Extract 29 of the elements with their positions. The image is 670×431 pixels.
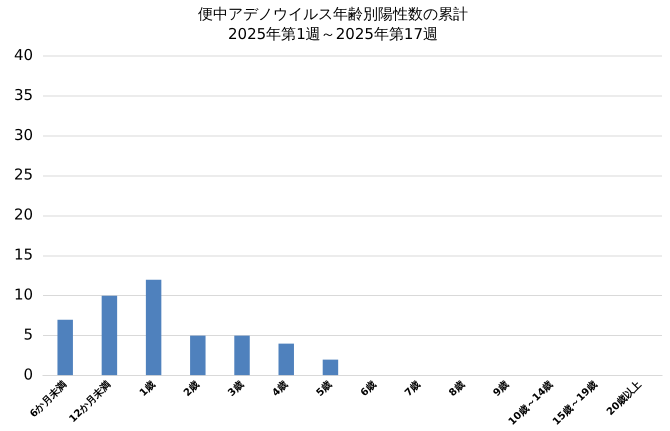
bar (322, 360, 338, 376)
x-tick-label: 7歳 (402, 378, 423, 399)
y-tick-label: 40 (14, 46, 34, 64)
bar (234, 336, 250, 376)
y-tick-label: 10 (14, 286, 34, 304)
y-tick-label: 20 (14, 206, 34, 224)
x-tick-label: 12か月未満 (66, 378, 114, 425)
x-tick-label: 3歳 (225, 378, 246, 399)
bar (190, 336, 206, 376)
bar (146, 280, 162, 376)
x-tick-label: 5歳 (314, 378, 334, 399)
y-tick-label: 25 (14, 166, 34, 184)
y-tick-label: 30 (14, 126, 34, 144)
chart-subtitle: 2025年第1週～2025年第17週 (228, 24, 438, 43)
x-tick-label: 6歳 (358, 378, 379, 399)
x-tick-label: 8歳 (446, 378, 468, 399)
x-tick-label: 4歳 (270, 378, 290, 399)
x-tick-label: 2歳 (181, 378, 202, 399)
bar (102, 296, 118, 376)
bar (57, 320, 73, 376)
y-tick-label: 0 (24, 366, 34, 384)
x-tick-label: 9歳 (490, 378, 512, 399)
y-tick-label: 5 (24, 326, 34, 344)
x-tick-label: 20歳以上 (604, 378, 644, 418)
y-tick-label: 35 (14, 86, 34, 104)
bar (278, 344, 294, 376)
y-tick-label: 15 (14, 246, 34, 264)
x-tick-label: 1歳 (137, 378, 158, 399)
chart-title: 便中アデノウイルス年齢別陽性数の累計 (198, 4, 468, 23)
